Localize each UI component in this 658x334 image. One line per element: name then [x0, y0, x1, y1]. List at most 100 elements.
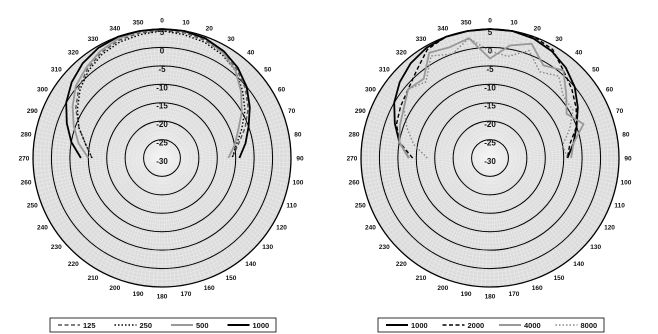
angular-gridline: [161, 157, 288, 190]
radial-minor-gridline: [364, 32, 616, 284]
angular-gridline: [476, 29, 491, 159]
radial-tick-label: -30: [156, 157, 168, 166]
angular-gridline: [489, 113, 612, 159]
angular-gridline: [406, 59, 491, 159]
radial-major-gridline: [378, 46, 602, 270]
legend: 1000 2000 4000 8000: [377, 317, 605, 333]
angular-gridline: [425, 157, 491, 270]
angular-gridline: [148, 29, 163, 159]
angular-gridline: [364, 157, 491, 190]
angular-gridline: [421, 48, 491, 159]
angular-gridline: [54, 85, 163, 159]
radial-minor-gridline: [99, 95, 225, 221]
angle-tick-label: 140: [573, 261, 584, 268]
angular-gridline: [161, 29, 167, 159]
angular-gridline: [489, 97, 604, 159]
angular-gridline: [161, 157, 223, 272]
angular-gridline: [489, 157, 518, 285]
angular-gridline: [489, 157, 589, 242]
angular-gridline: [134, 157, 163, 285]
angular-gridline: [489, 117, 613, 159]
angle-tick-label: 200: [109, 285, 120, 292]
angular-gridline: [161, 29, 176, 159]
radial-minor-gridline: [478, 146, 502, 170]
angular-gridline: [489, 157, 555, 270]
angular-gridline: [63, 74, 163, 159]
angular-gridline: [417, 50, 491, 159]
angular-gridline: [489, 157, 495, 287]
angle-tick-label: 280: [21, 131, 32, 138]
angular-gridline: [489, 157, 559, 268]
angular-gridline: [121, 157, 163, 281]
radial-minor-gridline: [371, 39, 609, 277]
angular-gridline: [66, 157, 163, 245]
angular-gridline: [34, 135, 163, 159]
angular-gridline: [489, 56, 570, 159]
angular-gridline: [39, 157, 163, 199]
angle-tick-label: 310: [379, 67, 390, 74]
angular-gridline: [86, 53, 163, 159]
angular-gridline: [161, 157, 261, 242]
angular-gridline: [433, 41, 491, 159]
angular-gridline: [148, 157, 163, 287]
angular-gridline: [113, 157, 163, 278]
angular-gridline: [130, 157, 163, 284]
angle-tick-label: 290: [27, 108, 38, 115]
angular-grid: [33, 29, 291, 287]
angular-gridline: [458, 157, 491, 284]
angular-gridline: [449, 35, 491, 159]
angular-gridline: [33, 157, 163, 168]
angle-tick-label: 160: [532, 285, 543, 292]
angular-gridline: [50, 93, 163, 159]
angular-gridline: [37, 157, 163, 194]
radial-minor-gridline: [486, 154, 494, 162]
angular-gridline: [117, 36, 163, 159]
radial-major-gridline: [69, 65, 255, 251]
angular-gridline: [489, 31, 518, 159]
angular-gridline: [161, 44, 223, 159]
angular-gridline: [89, 50, 163, 159]
radial-minor-gridline: [54, 50, 270, 266]
angle-tick-label: 130: [590, 244, 601, 251]
radial-tick-label: -30: [484, 157, 496, 166]
radial-major-gridline: [434, 102, 546, 214]
legend-label-4000: 4000: [524, 321, 541, 330]
angular-gridline: [69, 68, 163, 159]
angular-gridline: [489, 157, 509, 286]
angle-tick-label: 270: [19, 155, 30, 162]
angular-gridline: [489, 157, 618, 177]
angular-gridline: [361, 157, 491, 172]
angle-tick-label: 190: [461, 291, 472, 298]
angular-gridline: [361, 144, 491, 159]
angle-tick-label: 300: [37, 86, 48, 93]
angular-gridline: [414, 157, 491, 263]
angular-gridline: [161, 157, 285, 199]
angular-gridline: [72, 65, 163, 159]
radial-minor-gridline: [386, 54, 594, 262]
angular-gridline: [139, 157, 163, 286]
angular-gridline: [161, 105, 280, 159]
angle-tick-label: 210: [88, 275, 99, 282]
angle-tick-label: 310: [51, 67, 62, 74]
angular-gridline: [388, 157, 491, 238]
angular-gridline: [489, 157, 577, 254]
angular-gridline: [417, 157, 491, 266]
angular-gridline: [489, 29, 500, 159]
angular-gridline: [361, 157, 491, 163]
angular-gridline: [368, 157, 491, 203]
angular-gridline: [433, 157, 491, 275]
angle-tick-label: 340: [437, 26, 448, 33]
angular-gridline: [367, 157, 491, 199]
angular-gridline: [109, 40, 163, 159]
angular-gridline: [161, 56, 242, 159]
angle-tick-label: 320: [68, 50, 79, 57]
angular-gridline: [454, 157, 491, 283]
angular-gridline: [36, 126, 163, 159]
angle-tick-label: 40: [575, 50, 583, 57]
angular-gridline: [485, 29, 491, 159]
angular-gridline: [161, 157, 289, 186]
angular-gridline: [489, 157, 543, 276]
angular-gridline: [161, 157, 207, 280]
angular-gridline: [161, 157, 181, 286]
angular-gridline: [161, 53, 238, 159]
